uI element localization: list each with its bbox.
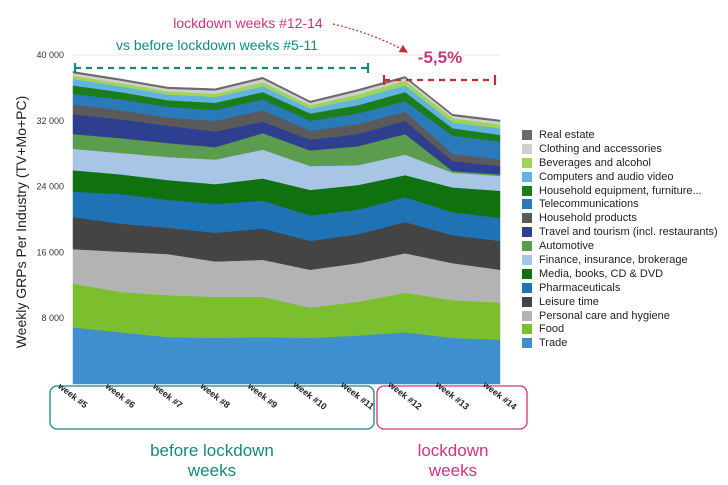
legend-swatch	[522, 254, 532, 265]
lockdown-label-1: lockdown	[418, 441, 489, 460]
legend-swatch	[522, 282, 532, 293]
before-lockdown-label-1: before lockdown	[150, 441, 274, 460]
lockdown-box	[376, 385, 528, 430]
legend-swatch	[522, 338, 532, 349]
legend-label: Automotive	[539, 240, 595, 253]
x-tick-label: week #9	[245, 380, 279, 410]
legend-item: Food	[522, 322, 718, 336]
legend-label: Food	[539, 323, 565, 336]
legend-item: Trade	[522, 336, 718, 350]
legend-swatch	[522, 143, 532, 154]
legend-swatch	[522, 213, 532, 224]
legend-swatch	[522, 227, 532, 238]
legend-swatch	[522, 129, 532, 140]
y-axis-ticks: 8 000 16 000 24 000 32 000 40 000	[36, 50, 64, 323]
y-tick-label: 8 000	[41, 313, 64, 323]
legend-swatch	[522, 199, 532, 210]
legend-swatch	[522, 310, 532, 321]
legend-item: Beverages and alcohol	[522, 156, 718, 170]
legend-item: Leisure time	[522, 295, 718, 309]
annotation-lockdown-weeks: lockdown weeks #12-14	[173, 15, 323, 31]
legend-item: Personal care and hygiene	[522, 309, 718, 323]
legend-label: Clothing and accessories	[539, 142, 662, 155]
legend-swatch	[522, 185, 532, 196]
y-tick-label: 24 000	[36, 182, 64, 192]
legend-item: Automotive	[522, 239, 718, 253]
legend-item: Telecommunications	[522, 197, 718, 211]
legend-label: Finance, insurance, brokerage	[539, 253, 688, 266]
before-lockdown-label-2: weeks	[187, 461, 236, 480]
legend-label: Beverages and alcohol	[539, 156, 651, 169]
legend-label: Media, books, CD & DVD	[539, 267, 664, 280]
before-lockdown-box	[49, 385, 375, 430]
legend-swatch	[522, 157, 532, 168]
x-tick-label: week #7	[150, 380, 184, 410]
area-real-estate	[72, 71, 501, 122]
y-axis-label: Weekly GRPs Per Industry (TV+Mo+PC)	[13, 96, 29, 349]
x-tick-label: week #6	[103, 380, 137, 410]
legend-label: Computers and audio video	[539, 170, 674, 183]
legend-item: Real estate	[522, 128, 718, 142]
x-tick-label: week #8	[198, 380, 232, 410]
annotation-arrow	[332, 23, 409, 53]
legend-item: Household products	[522, 211, 718, 225]
legend-label: Personal care and hygiene	[539, 309, 670, 322]
x-tick-label: week #5	[55, 380, 89, 410]
legend-item: Clothing and accessories	[522, 142, 718, 156]
lockdown-label-2: weeks	[428, 461, 477, 480]
legend-label: Household equipment, furniture...	[539, 184, 702, 197]
change-percentage: -5,5%	[418, 48, 462, 67]
legend-label: Pharmaceuticals	[539, 281, 621, 294]
legend-label: Travel and tourism (incl. restaurants)	[539, 226, 718, 239]
legend-label: Household products	[539, 212, 637, 225]
annotation-before-weeks: vs before lockdown weeks #5-11	[116, 37, 318, 53]
legend-item: Finance, insurance, brokerage	[522, 253, 718, 267]
legend-item: Household equipment, furniture...	[522, 184, 718, 198]
legend-label: Trade	[539, 337, 568, 350]
legend-swatch	[522, 296, 532, 307]
legend-item: Pharmaceuticals	[522, 281, 718, 295]
legend-swatch	[522, 268, 532, 279]
area-series	[72, 71, 501, 385]
legend-item: Media, books, CD & DVD	[522, 267, 718, 281]
y-tick-label: 32 000	[36, 116, 64, 126]
legend-item: Computers and audio video	[522, 170, 718, 184]
y-tick-label: 40 000	[36, 50, 64, 60]
legend-label: Telecommunications	[539, 198, 639, 211]
legend-swatch	[522, 171, 532, 182]
legend-label: Real estate	[539, 128, 595, 141]
legend-label: Leisure time	[539, 295, 599, 308]
legend-item: Travel and tourism (incl. restaurants)	[522, 225, 718, 239]
legend-swatch	[522, 324, 532, 335]
legend: Real estate Clothing and accessories Bever…	[522, 128, 718, 350]
y-tick-label: 16 000	[36, 247, 64, 257]
legend-swatch	[522, 241, 532, 252]
